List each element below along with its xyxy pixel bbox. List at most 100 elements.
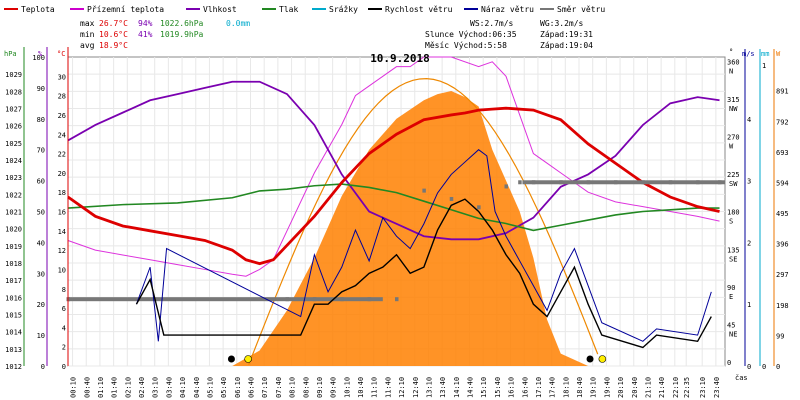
hpa-axis-tick: 1023 (5, 174, 22, 182)
hpa-axis-tick: 1026 (5, 123, 22, 131)
x-tick-label: 12:40 (412, 377, 420, 398)
x-tick-label: 01:40 (111, 377, 119, 398)
stat-min-temp: 10.6°C (99, 30, 128, 39)
sunset-marker (598, 355, 607, 363)
w-tick: 297 (776, 271, 789, 279)
celsius-axis-tick: 18 (58, 189, 66, 197)
series-layer (66, 56, 725, 363)
sunrise-info: Slunce Východ:06:35 (425, 30, 517, 39)
celsius-axis-tick: 6 (62, 305, 66, 313)
moonset-marker (586, 355, 594, 363)
ground-temperature-line (67, 56, 720, 277)
x-tick-label: 20:10 (617, 377, 625, 398)
x-tick-label: 23:40 (713, 377, 721, 398)
x-tick-label: 10:40 (357, 377, 365, 398)
hpa-axis-label: hPa (4, 50, 17, 58)
moonrise-marker (227, 355, 235, 363)
sunset-info: Západ:19:31 (540, 30, 593, 39)
x-tick-label: 16:40 (521, 377, 529, 398)
celsius-axis-tick: 0 (62, 363, 66, 371)
legend-label: Náraz větru (481, 5, 534, 14)
celsius-axis-tick: 28 (58, 93, 66, 101)
pressure-line (67, 183, 720, 232)
x-tick-label: 06:40 (248, 377, 256, 398)
w-tick: 891 (776, 88, 789, 96)
degree-tick: 225 (727, 171, 740, 179)
x-tick-label: 23:10 (699, 377, 707, 398)
celsius-axis-tick: 30 (58, 73, 66, 81)
ms-tick: 0 (747, 363, 751, 371)
stat-label: min (80, 30, 95, 39)
hpa-axis-tick: 1019 (5, 243, 22, 251)
celsius-axis-tick: 24 (58, 131, 66, 139)
celsius-axis-tick: 2 (62, 344, 66, 352)
ms-tick: 4 (747, 116, 751, 124)
degree-tick: 0 (727, 359, 731, 367)
w-axis-label: W (776, 50, 781, 58)
hpa-axis-tick: 1016 (5, 294, 22, 302)
degree-tick: 180 (727, 209, 740, 217)
x-tick-label: 16:10 (508, 377, 516, 398)
wind-direction-bar-morning (68, 297, 383, 302)
degree-axis-label: ° (729, 48, 733, 56)
x-tick-label: 01:10 (97, 377, 105, 398)
direction-tick: S (729, 218, 733, 226)
x-tick-label: 13:40 (439, 377, 447, 398)
celsius-axis-tick: 4 (62, 324, 66, 332)
x-tick-label: 00:10 (70, 377, 78, 398)
w-tick: 198 (776, 302, 789, 310)
x-tick-label: 03:10 (152, 377, 160, 398)
hpa-axis-tick: 1024 (5, 157, 22, 165)
x-tick-label: 19:10 (590, 377, 598, 398)
x-tick-label: 04:40 (193, 377, 201, 398)
celsius-axis-tick: 10 (58, 266, 66, 274)
w-tick: 693 (776, 149, 789, 157)
direction-tick: W (729, 143, 734, 151)
chart-title: 10.9.2018 (370, 52, 430, 65)
hpa-axis-tick: 1014 (5, 329, 22, 337)
percent-axis-tick: 20 (37, 301, 45, 309)
stats-panel: max 26.7°C 94% 1022.6hPa 0.0mm min 10.6°C 41% 10… (80, 19, 593, 50)
stat-label: avg (80, 41, 95, 50)
stat-max-rain: 0.0mm (226, 19, 250, 28)
stat-avg-temp: 18.9°C (99, 41, 128, 50)
x-tick-label: 00:40 (83, 377, 91, 398)
ms-tick: 2 (747, 239, 751, 247)
w-tick: 99 (776, 332, 784, 340)
degree-tick: 315 (727, 96, 740, 104)
wind-direction-point (477, 205, 481, 210)
x-tick-label: 10:10 (343, 377, 351, 398)
x-axis-label: čas (735, 374, 748, 382)
hpa-axis-tick: 1029 (5, 71, 22, 79)
ms-tick: 1 (747, 301, 751, 309)
percent-axis-tick: 0 (41, 363, 45, 371)
x-tick-label: 09:40 (330, 377, 338, 398)
hpa-axis-tick: 1017 (5, 277, 22, 285)
x-tick-label: 20:40 (631, 377, 639, 398)
w-tick: 495 (776, 210, 789, 218)
direction-tick: NW (729, 105, 738, 113)
direction-tick: E (729, 293, 733, 301)
mm-tick: 0 (762, 363, 766, 371)
degree-tick: 45 (727, 321, 735, 329)
x-tick-label: 19:40 (603, 377, 611, 398)
x-tick-label: 17:10 (535, 377, 543, 398)
mm-tick: 1 (762, 62, 766, 70)
percent-axis-tick: 100 (32, 54, 45, 62)
celsius-axis-tick: 8 (62, 286, 66, 294)
wind-gust-line (135, 149, 712, 342)
stat-label: max (80, 19, 95, 28)
celsius-axis-tick: 26 (58, 112, 66, 120)
x-tick-label: 14:40 (467, 377, 475, 398)
temperature-line (67, 106, 720, 266)
celsius-axis-tick: 14 (58, 228, 66, 236)
percent-axis-tick: 10 (37, 332, 45, 340)
x-tick-label: 14:10 (453, 377, 461, 398)
stat-max-humidity: 94% (138, 19, 153, 28)
x-tick-label: 21:10 (644, 377, 652, 398)
percent-axis-tick: 30 (37, 270, 45, 278)
degree-tick: 90 (727, 284, 735, 292)
hpa-axis-tick: 1018 (5, 260, 22, 268)
wind-speed-value: WS:2.7m/s (470, 19, 514, 28)
